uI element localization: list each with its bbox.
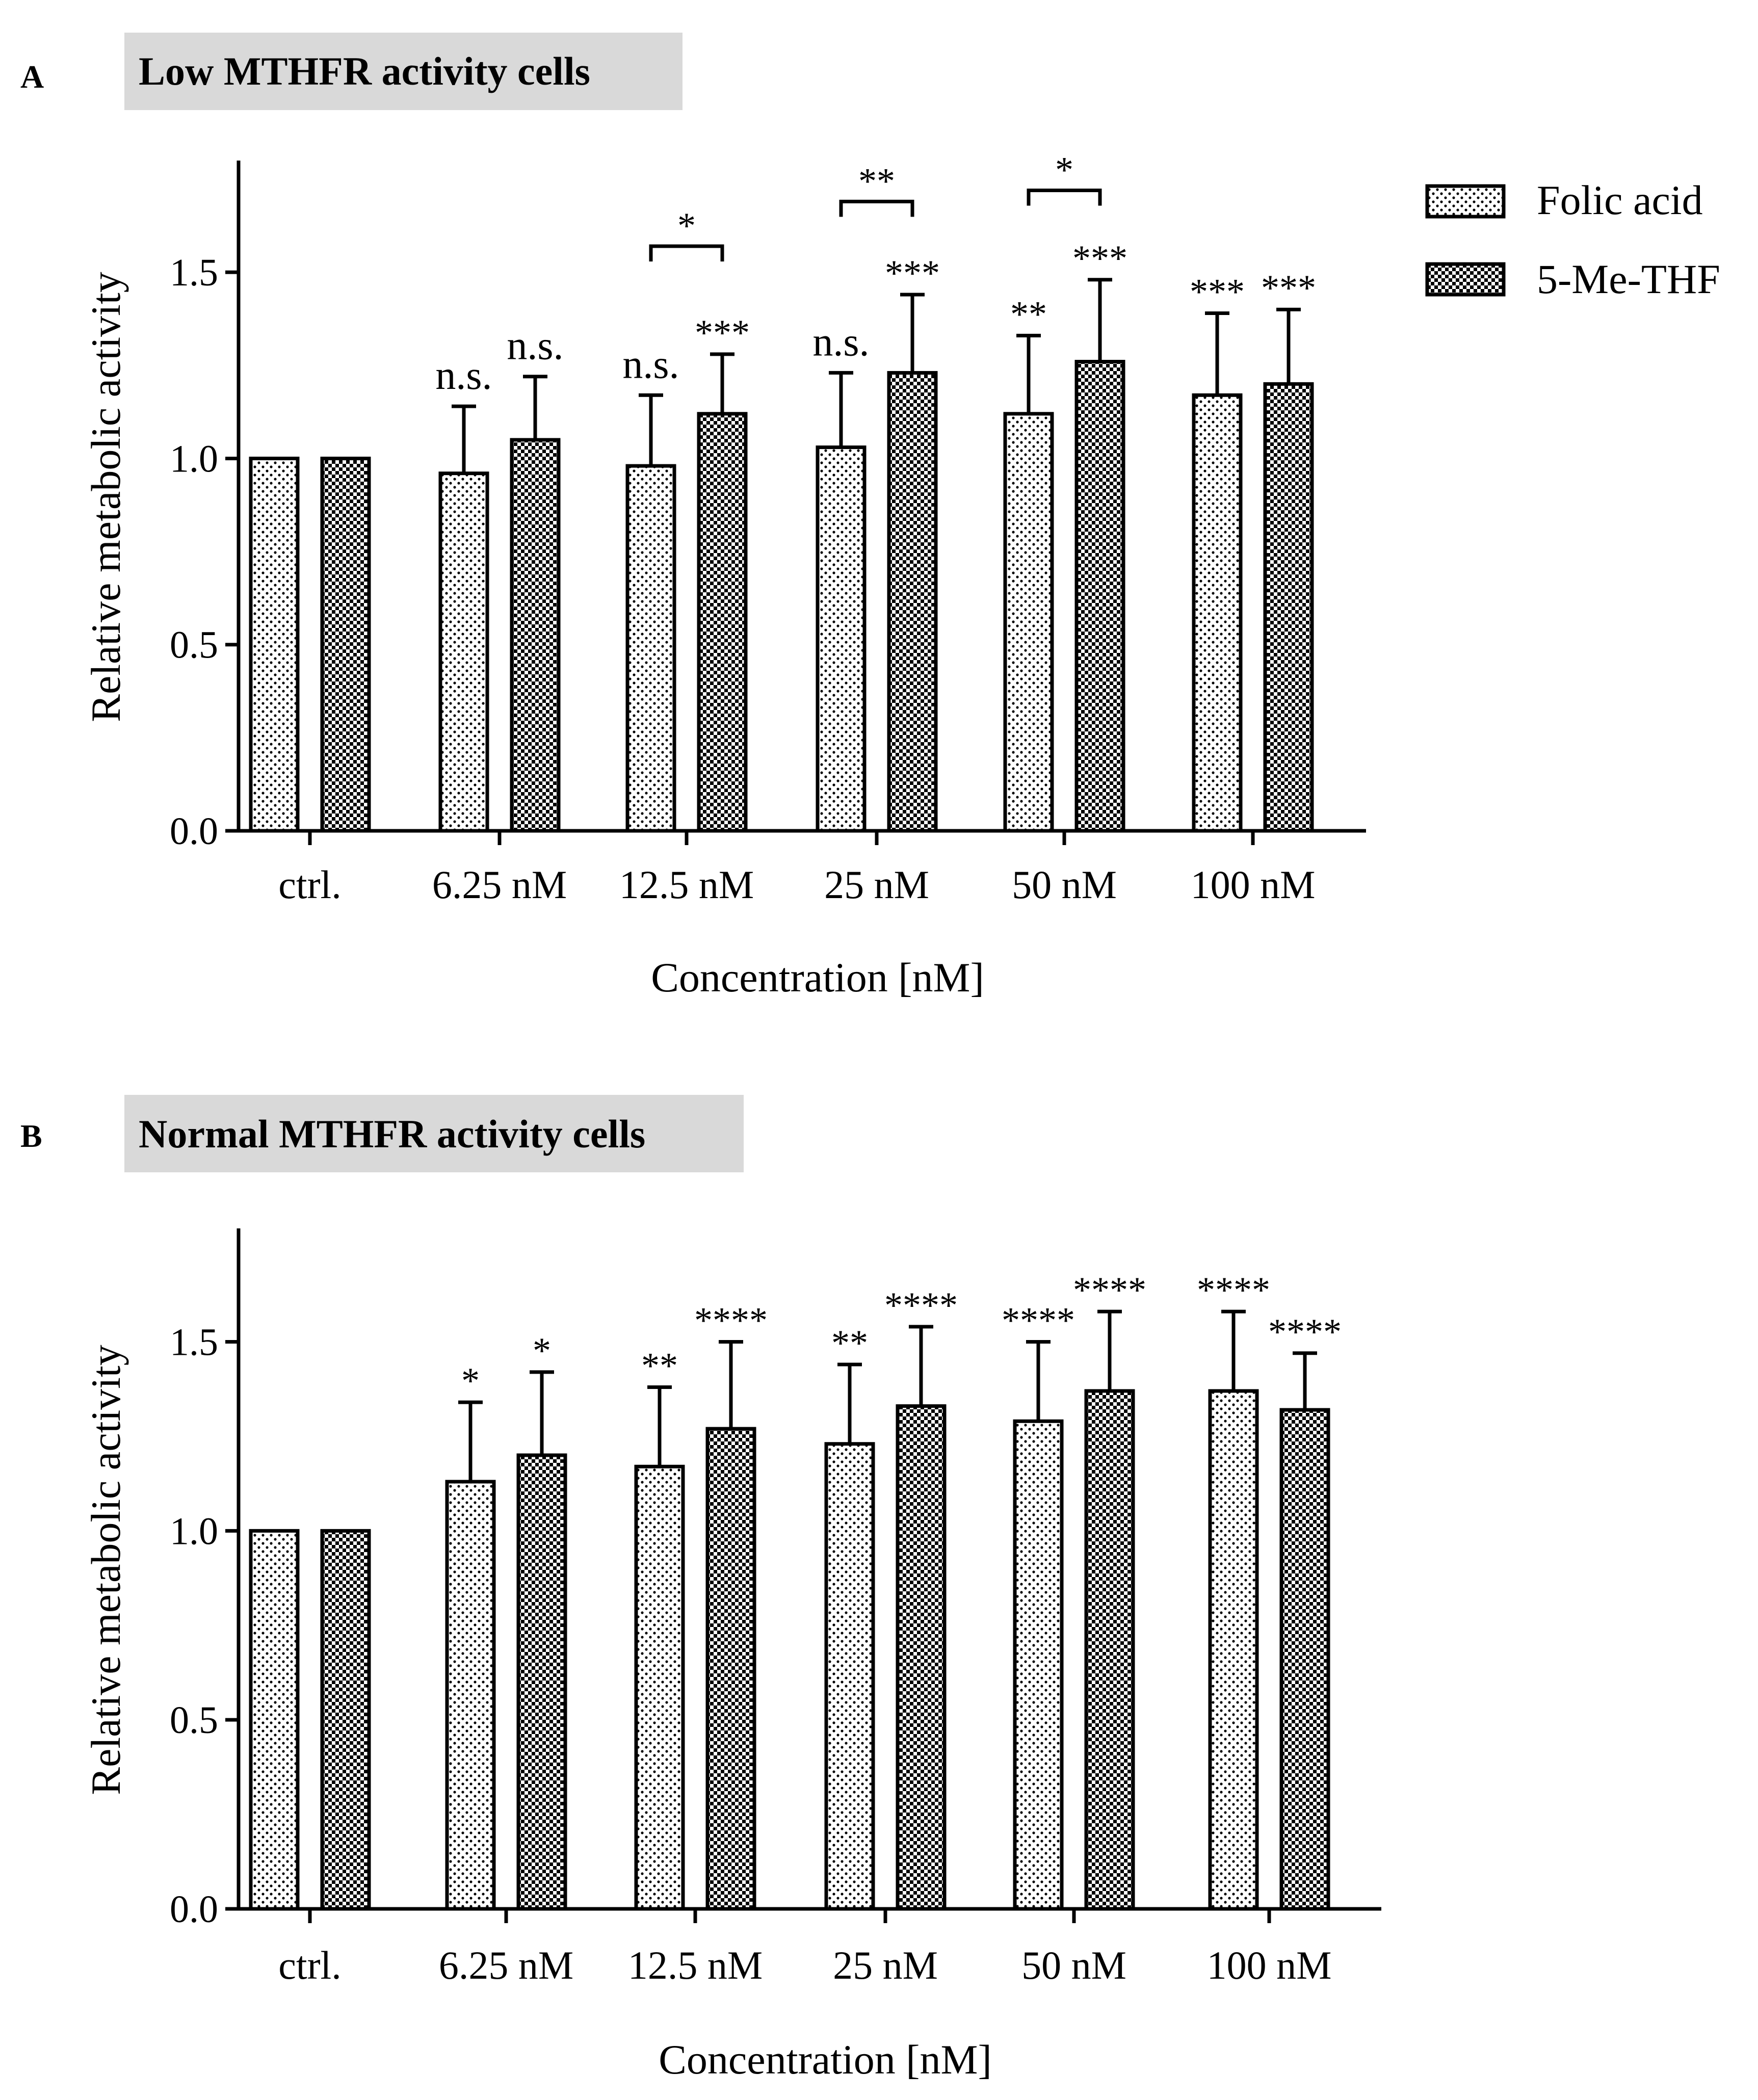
comparison-bracket bbox=[649, 244, 724, 262]
significance-label: *** bbox=[695, 312, 750, 353]
x-tick-label-100-nm: 100 nM bbox=[1191, 862, 1316, 907]
bar-folic-acid-100-nm bbox=[1192, 393, 1243, 833]
bar-5-me-thf-25-nm bbox=[887, 371, 938, 833]
significance-label: n.s. bbox=[435, 353, 492, 398]
y-tick-label: 1.5 bbox=[170, 1321, 218, 1364]
x-tick-label-ctrl: ctrl. bbox=[278, 1943, 341, 1987]
significance-label: ** bbox=[641, 1346, 678, 1386]
bar-5-me-thf-50-nm bbox=[1084, 1389, 1135, 1911]
significance-label: *** bbox=[885, 253, 940, 294]
y-tick-label: 1.0 bbox=[170, 437, 218, 480]
bar-folic-acid-50-nm bbox=[1013, 1419, 1064, 1911]
bar-5-me-thf-6-25-nm bbox=[510, 438, 561, 833]
significance-label: *** bbox=[1072, 238, 1127, 279]
bar-5-me-thf-ctrl bbox=[320, 1529, 371, 1911]
bar-5-me-thf-100-nm bbox=[1279, 1408, 1330, 1911]
panel-letter-b: B bbox=[20, 1118, 42, 1154]
y-tick-label: 0.5 bbox=[170, 1699, 218, 1742]
bar-5-me-thf-12-5-nm bbox=[697, 412, 748, 833]
panel-title-background-a bbox=[124, 33, 683, 110]
bar-folic-acid-ctrl bbox=[249, 456, 300, 833]
bar-5-me-thf-100-nm bbox=[1263, 382, 1314, 833]
y-tick-label: 0.0 bbox=[170, 810, 218, 853]
significance-label: n.s. bbox=[812, 320, 869, 364]
comparison-label: ** bbox=[858, 161, 895, 201]
significance-label: **** bbox=[1073, 1270, 1146, 1310]
comparison-bracket bbox=[839, 199, 914, 217]
bar-folic-acid-25-nm bbox=[824, 1442, 875, 1911]
bar-folic-acid-100-nm bbox=[1208, 1389, 1259, 1911]
legend-label-5-me-thf: 5-Me-THF bbox=[1537, 256, 1720, 302]
x-tick-label-25-nm: 25 nM bbox=[833, 1943, 938, 1987]
x-tick-label-12-5-nm: 12.5 nM bbox=[619, 862, 754, 907]
significance-label: **** bbox=[1002, 1300, 1075, 1341]
x-tick-label-12-5-nm: 12.5 nM bbox=[628, 1943, 763, 1987]
bar-folic-acid-25-nm bbox=[816, 445, 867, 833]
significance-label: **** bbox=[1268, 1311, 1342, 1352]
bar-5-me-thf-25-nm bbox=[896, 1404, 947, 1911]
bar-folic-acid-12-5-nm bbox=[634, 1464, 685, 1911]
significance-label: n.s. bbox=[622, 342, 679, 387]
x-tick-label-6-25-nm: 6.25 nM bbox=[432, 862, 567, 907]
y-tick-label: 0.0 bbox=[170, 1888, 218, 1931]
bar-folic-acid-6-25-nm bbox=[445, 1480, 496, 1911]
x-tick-label-6-25-nm: 6.25 nM bbox=[439, 1943, 573, 1987]
significance-label: n.s. bbox=[507, 324, 563, 369]
x-tick-label-50-nm: 50 nM bbox=[1012, 862, 1117, 907]
comparison-label: * bbox=[1055, 149, 1073, 190]
panel-b: B Normal MTHFR activity cells 0.0 0.5 1.0 1… bbox=[20, 1095, 1381, 2083]
legend-swatch-5-me-thf bbox=[1425, 262, 1506, 297]
y-tick-label: 0.5 bbox=[170, 624, 218, 667]
legend: Folic acid 5-Me-THF bbox=[1425, 177, 1720, 302]
y-tick-label: 1.5 bbox=[170, 251, 218, 294]
significance-label: *** bbox=[1190, 272, 1245, 312]
x-tick-label-50-nm: 50 nM bbox=[1021, 1943, 1126, 1987]
panel-a: A Low MTHFR activity cells 0.0 0.5 1.0 1.5 c… bbox=[20, 33, 1366, 1001]
x-tick-label-ctrl: ctrl. bbox=[278, 862, 341, 907]
x-axis-title: Concentration [nM] bbox=[659, 2036, 992, 2083]
legend-swatch-folic-acid bbox=[1425, 184, 1506, 219]
y-axis-title: Relative metabolic activity bbox=[83, 1345, 129, 1795]
y-axis-title: Relative metabolic activity bbox=[83, 272, 129, 722]
bar-folic-acid-ctrl bbox=[249, 1529, 300, 1911]
significance-label: ** bbox=[1010, 294, 1047, 334]
bar-folic-acid-6-25-nm bbox=[438, 471, 489, 833]
significance-label: * bbox=[461, 1360, 480, 1401]
bar-5-me-thf-ctrl bbox=[320, 456, 371, 833]
x-tick-label-100-nm: 100 nM bbox=[1207, 1943, 1332, 1987]
significance-label: ** bbox=[831, 1323, 868, 1363]
x-axis-title: Concentration [nM] bbox=[651, 954, 984, 1001]
significance-label: *** bbox=[1261, 268, 1316, 308]
significance-label: **** bbox=[1197, 1270, 1270, 1310]
bar-folic-acid-50-nm bbox=[1003, 412, 1054, 833]
bar-5-me-thf-6-25-nm bbox=[516, 1453, 567, 1911]
bar-5-me-thf-50-nm bbox=[1074, 360, 1125, 833]
panel-title-background-b bbox=[124, 1095, 744, 1172]
bar-5-me-thf-12-5-nm bbox=[705, 1427, 756, 1911]
chart-b: 0.0 0.5 1.0 1.5 ctrl. 6.25 nM 12.5 nM 25 nM 50 n… bbox=[83, 1228, 1381, 2083]
comparison-bracket bbox=[1027, 188, 1102, 206]
x-tick-label-25-nm: 25 nM bbox=[824, 862, 929, 907]
chart-a: 0.0 0.5 1.0 1.5 ctrl. 6.25 nM 12.5 nM 25 nM 50 n… bbox=[83, 149, 1366, 1001]
panel-letter-a: A bbox=[20, 59, 44, 95]
bar-folic-acid-12-5-nm bbox=[625, 464, 676, 833]
y-tick-label: 1.0 bbox=[170, 1510, 218, 1553]
significance-label: * bbox=[533, 1330, 551, 1371]
legend-label-folic-acid: Folic acid bbox=[1537, 177, 1703, 223]
panel-title-b: Normal MTHFR activity cells bbox=[139, 1112, 645, 1156]
panel-title-a: Low MTHFR activity cells bbox=[139, 49, 590, 93]
significance-label: **** bbox=[884, 1285, 958, 1326]
comparison-label: * bbox=[677, 205, 696, 246]
significance-label: **** bbox=[694, 1300, 768, 1341]
